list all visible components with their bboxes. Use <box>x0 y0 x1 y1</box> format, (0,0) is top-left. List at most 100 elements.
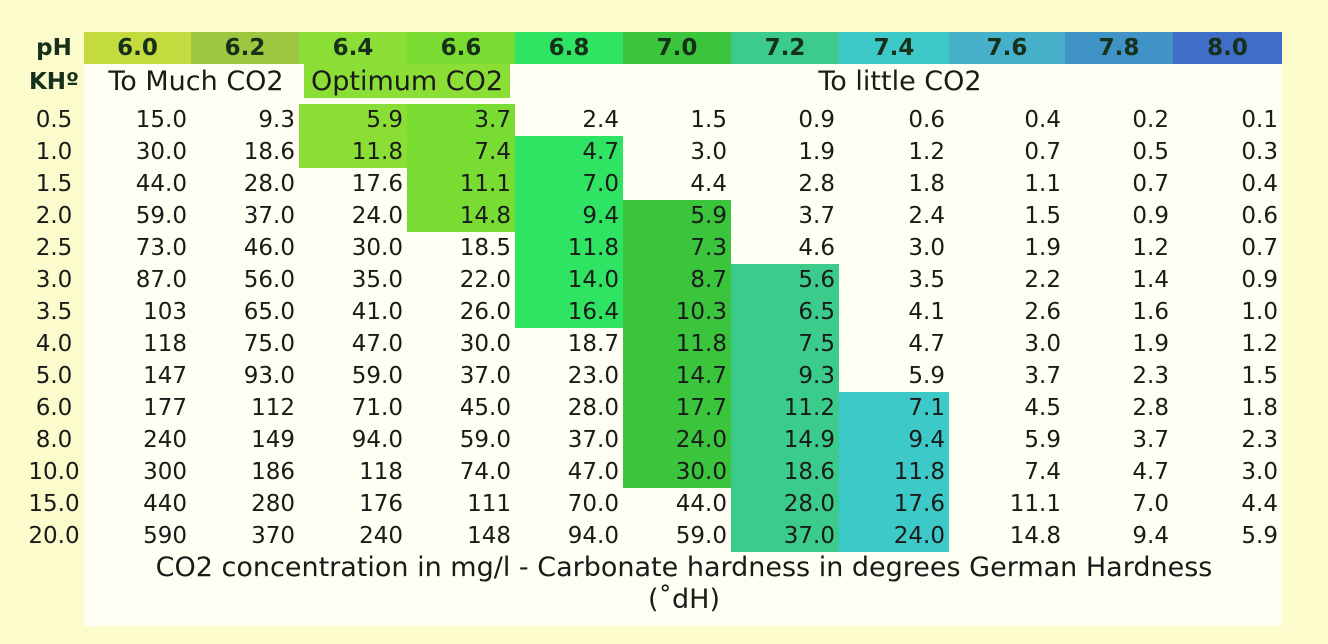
highlight-cell <box>731 328 839 360</box>
co2-value-cell: 11.1 <box>1009 491 1061 517</box>
co2-value-cell: 93.0 <box>243 363 295 389</box>
co2-value-cell: 3.0 <box>690 139 727 165</box>
co2-value-cell: 1.8 <box>1241 395 1278 421</box>
co2-value-cell: 44.0 <box>135 171 187 197</box>
kh-row-label: 2.0 <box>35 203 73 229</box>
highlight-cell <box>623 360 731 392</box>
co2-value-cell: 1.1 <box>1024 171 1061 197</box>
co2-value-cell: 59.0 <box>459 427 511 453</box>
co2-value-cell: 47.0 <box>351 331 403 357</box>
co2-value-cell: 2.3 <box>1241 427 1278 453</box>
co2-value-cell: 11.2 <box>783 395 835 421</box>
co2-value-cell: 7.4 <box>474 139 511 165</box>
co2-value-cell: 0.9 <box>1241 267 1278 293</box>
co2-value-cell: 5.9 <box>908 363 945 389</box>
ph-header-cell: 7.0 <box>623 32 731 64</box>
co2-value-cell: 28.0 <box>243 171 295 197</box>
ph-header-cell: 6.6 <box>407 32 515 64</box>
co2-value-cell: 71.0 <box>351 395 403 421</box>
highlight-cell <box>623 392 731 424</box>
co2-value-cell: 0.5 <box>1132 139 1169 165</box>
co2-value-cell: 4.4 <box>690 171 727 197</box>
highlight-cell <box>731 424 839 456</box>
co2-value-cell: 18.5 <box>459 235 511 261</box>
kh-row-label: 0.5 <box>35 107 73 133</box>
co2-value-cell: 37.0 <box>783 523 835 549</box>
co2-value-cell: 103 <box>143 299 187 325</box>
co2-value-cell: 2.6 <box>1024 299 1061 325</box>
kh-row-label: 20.0 <box>28 523 80 549</box>
co2-value-cell: 37.0 <box>459 363 511 389</box>
co2-value-cell: 46.0 <box>243 235 295 261</box>
co2-value-cell: 44.0 <box>675 491 727 517</box>
co2-value-cell: 0.9 <box>798 107 835 133</box>
co2-value-cell: 37.0 <box>567 427 619 453</box>
co2-value-cell: 14.9 <box>783 427 835 453</box>
highlight-cell <box>515 264 623 296</box>
highlight-cell <box>407 168 515 200</box>
highlight-cell <box>731 520 839 552</box>
co2-value-cell: 2.8 <box>798 171 835 197</box>
highlight-cell <box>839 424 949 456</box>
ph-header-cell: 7.2 <box>731 32 839 64</box>
co2-value-cell: 0.9 <box>1132 203 1169 229</box>
co2-value-cell: 14.8 <box>1009 523 1061 549</box>
co2-value-cell: 4.6 <box>798 235 835 261</box>
co2-value-cell: 3.7 <box>1132 427 1169 453</box>
co2-value-cell: 112 <box>251 395 295 421</box>
co2-value-cell: 9.4 <box>582 203 619 229</box>
co2-value-cell: 1.6 <box>1132 299 1169 325</box>
co2-value-cell: 4.7 <box>582 139 619 165</box>
co2-value-cell: 47.0 <box>567 459 619 485</box>
co2-value-cell: 2.4 <box>582 107 619 133</box>
co2-value-cell: 1.5 <box>1024 203 1061 229</box>
co2-value-cell: 37.0 <box>243 203 295 229</box>
highlight-cell <box>839 456 949 488</box>
co2-value-cell: 1.4 <box>1132 267 1169 293</box>
kh-row-label: 8.0 <box>35 427 73 453</box>
co2-value-cell: 30.0 <box>459 331 511 357</box>
highlight-cell <box>407 136 515 168</box>
highlight-cell <box>623 296 731 328</box>
co2-value-cell: 148 <box>467 523 511 549</box>
co2-value-cell: 94.0 <box>567 523 619 549</box>
co2-value-cell: 4.5 <box>1024 395 1061 421</box>
co2-value-cell: 94.0 <box>351 427 403 453</box>
co2-value-cell: 280 <box>251 491 295 517</box>
co2-value-cell: 1.5 <box>690 107 727 133</box>
co2-value-cell: 35.0 <box>351 267 403 293</box>
co2-value-cell: 3.7 <box>798 203 835 229</box>
highlight-cell <box>515 136 623 168</box>
highlight-cell <box>731 360 839 392</box>
highlight-cell <box>839 520 949 552</box>
kh-row-label: 1.0 <box>35 139 73 165</box>
co2-value-cell: 0.6 <box>908 107 945 133</box>
co2-value-cell: 14.7 <box>675 363 727 389</box>
co2-value-cell: 2.2 <box>1024 267 1061 293</box>
ph-header-cell: 7.8 <box>1065 32 1173 64</box>
ph-label: pH <box>36 35 72 61</box>
highlight-cell <box>623 200 731 232</box>
co2-value-cell: 28.0 <box>783 491 835 517</box>
co2-value-cell: 41.0 <box>351 299 403 325</box>
co2-value-cell: 7.3 <box>690 235 727 261</box>
co2-value-cell: 18.6 <box>783 459 835 485</box>
highlight-cell <box>623 264 731 296</box>
highlight-cell <box>515 232 623 264</box>
kh-row-label: 3.5 <box>35 299 73 325</box>
co2-value-cell: 5.9 <box>690 203 727 229</box>
co2-value-cell: 65.0 <box>243 299 295 325</box>
co2-value-cell: 1.9 <box>1132 331 1169 357</box>
co2-value-cell: 59.0 <box>351 363 403 389</box>
co2-value-cell: 0.4 <box>1024 107 1061 133</box>
co2-value-cell: 5.9 <box>366 107 403 133</box>
co2-value-cell: 1.9 <box>1024 235 1061 261</box>
co2-value-cell: 30.0 <box>135 139 187 165</box>
co2-value-cell: 3.7 <box>474 107 511 133</box>
highlight-cell <box>299 104 407 136</box>
co2-value-cell: 17.7 <box>675 395 727 421</box>
kh-row-label: 6.0 <box>35 395 73 421</box>
co2-value-cell: 11.8 <box>567 235 619 261</box>
co2-value-cell: 177 <box>143 395 187 421</box>
